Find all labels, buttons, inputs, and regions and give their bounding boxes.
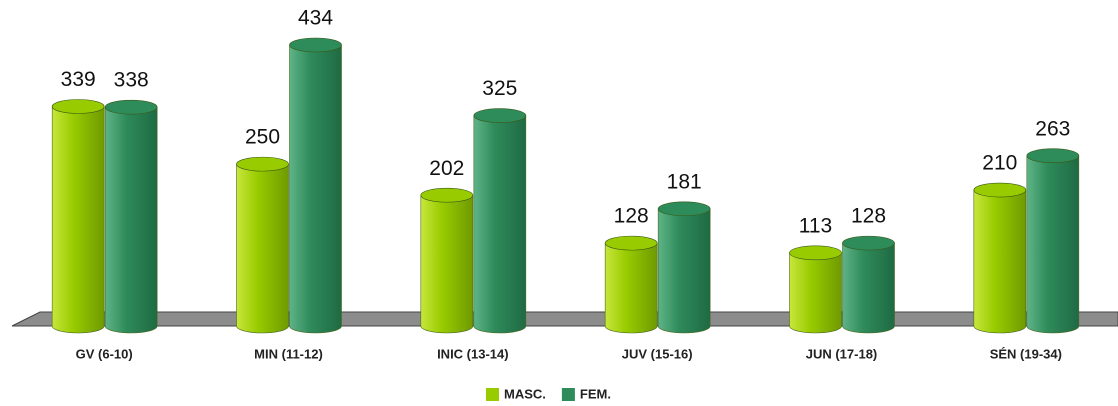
bar-top [236,156,289,172]
data-label: 181 [667,170,702,193]
data-label: 434 [298,7,333,30]
bar [789,252,842,334]
bar [973,189,1027,334]
data-label: 202 [429,157,464,180]
bar-top [604,235,658,251]
bar [1026,155,1080,334]
data-label: 210 [982,152,1017,175]
bar [51,106,105,334]
x-tick-label: JUV (15-16) [622,346,693,361]
x-tick-label: SÉN (19-34) [990,346,1062,361]
legend-label: MASC. [504,386,546,401]
bar-top [973,182,1027,198]
bar [842,242,895,334]
bar-top [51,99,105,114]
bar [604,242,658,334]
bar-top [657,201,711,217]
x-tick-label: JUN (17-18) [806,346,878,361]
bar [289,44,342,334]
bar [104,106,158,334]
x-tick-label: INIC (13-14) [437,346,509,361]
bar-top [104,99,158,115]
data-label: 325 [482,77,517,100]
x-tick-label: GV (6-10) [76,346,133,361]
data-label: 339 [61,68,96,91]
data-label: 338 [114,69,149,92]
bar [657,208,711,334]
data-label: 113 [799,214,832,237]
legend-swatch [486,388,499,401]
data-label: 263 [1035,117,1070,140]
legend-label: FEM. [580,386,611,401]
bar [236,163,289,334]
legend-swatch [561,388,575,401]
data-label: 250 [245,126,280,149]
floor [11,311,1118,327]
bar-top [420,187,474,203]
bar-top [1026,148,1080,164]
bar-top [842,235,895,251]
bar-top [789,245,842,261]
bar-top [289,37,342,53]
bar [473,115,527,334]
bar-top [473,108,527,123]
bar [420,194,474,334]
x-tick-label: MIN (11-12) [254,346,323,361]
data-label: 128 [851,205,886,228]
data-label: 128 [614,205,649,228]
